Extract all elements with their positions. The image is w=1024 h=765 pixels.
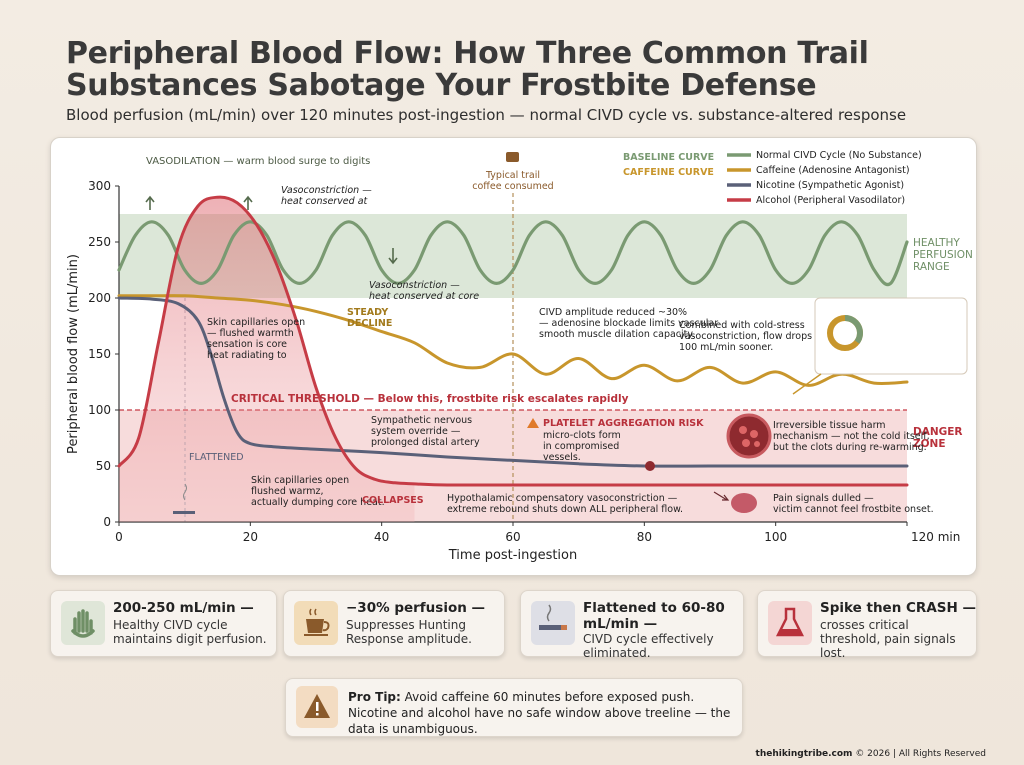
card-headline: Spike then CRASH — (820, 600, 976, 616)
x-tick-label: 80 (637, 530, 652, 544)
platelet-clot-icon (726, 413, 772, 459)
x-axis-label: Time post-ingestion (448, 548, 578, 563)
clot-marker-icon (645, 461, 655, 471)
reduced-perfusion-box (814, 297, 968, 375)
smoke-mini-icon (183, 483, 187, 501)
footer-credit: thehikingtribe.com © 2026 | All Rights R… (756, 749, 986, 759)
skin-cap-1-annotation: Skin capillaries open — flushed warmth sen… (207, 317, 305, 361)
card-headline: −30% perfusion — (346, 600, 486, 616)
brain-icon (731, 493, 757, 513)
x-tick-label: 120 min (911, 530, 960, 544)
flask-icon (768, 601, 812, 645)
up-arrow-icon (243, 195, 253, 210)
steady-decline-annotation: STEADY DECLINE (347, 307, 392, 329)
nicotine-card: Flattened to 60-80 mL/min — CIVD cycle e… (520, 590, 744, 660)
x-tick-label: 100 (764, 530, 787, 544)
chart-card: 0 20 40 60 80 100 120 min 0 50 100 150 200 250 300 Pe… (50, 137, 977, 576)
irreversible-annotation: Irreversible tissue harm mechanism — not … (773, 420, 930, 453)
vasoconstriction-mid-annotation: Vasoconstriction — heat conserved at core (369, 280, 479, 302)
legend-entry: Normal CIVD Cycle (No Substance) (756, 150, 922, 161)
critical-threshold-label: CRITICAL THRESHOLD — Below this, frostbi… (231, 393, 629, 405)
clot-cell-icon (739, 426, 747, 434)
caffeine-callout-tail (792, 373, 822, 395)
x-tick-label: 20 (243, 530, 258, 544)
normal-civd-card: 200-250 mL/min — Healthy CIVD cycle main… (50, 590, 277, 657)
card-body: crosses critical threshold, pain signals… (820, 618, 956, 660)
card-headline-line2: mL/min — (583, 616, 658, 632)
page-subtitle: Blood perfusion (mL/min) over 120 minute… (66, 106, 907, 124)
y-tick-label: 50 (96, 459, 111, 473)
card-body: CIVD cycle effectively eliminated. (583, 632, 714, 660)
vasoconstriction-top-annotation: Vasoconstriction — heat conserved at (281, 185, 372, 207)
x-tick-label: 60 (505, 530, 520, 544)
legend-entry: Nicotine (Sympathetic Agonist) (756, 180, 904, 191)
coffee-cup-icon (294, 601, 338, 645)
coffee-icon (506, 152, 519, 162)
cold-stress-annotation: Combined with cold-stress vasoconstrictio… (679, 320, 843, 353)
y-tick-label: 100 (88, 403, 111, 417)
alcohol-line (117, 195, 909, 487)
footer-site: thehikingtribe.com (755, 749, 853, 759)
legend-caffeine-curve-label: CAFFEINE CURVE (623, 167, 714, 178)
warning-triangle-icon (527, 418, 539, 428)
x-tick-label: 0 (115, 530, 123, 544)
legend: BASELINE CURVE CAFFEINE CURVE Normal CIV… (623, 150, 922, 206)
clot-cell-icon (754, 441, 760, 447)
page-title: Peripheral Blood Flow: How Three Common … (66, 36, 869, 103)
card-body: Healthy CIVD cycle maintains digit perfu… (113, 618, 267, 646)
danger-zone-label: DANGER ZONE (913, 426, 963, 450)
footer-rights: © 2026 | All Rights Reserved (855, 749, 986, 759)
alcohol-card: Spike then CRASH — crosses critical thre… (757, 590, 977, 660)
civd-reduced-annotation: CIVD amplitude reduced ~30% — adenosine b… (539, 307, 718, 340)
pro-tip-label: Pro Tip: (348, 690, 401, 704)
normal-civd-line (117, 220, 909, 287)
up-arrow-icon (145, 195, 155, 210)
warning-icon (296, 686, 338, 728)
coffee-marker-label: Typical trail coffee consumed (472, 170, 553, 192)
caffeine-line (117, 294, 909, 387)
pro-tip-box: Pro Tip: Avoid caffeine 60 minutes befor… (285, 678, 743, 737)
pain-annotation: Pain signals dulled — victim cannot feel … (773, 493, 934, 515)
pro-tip-body: Avoid caffeine 60 minutes before exposed… (348, 690, 731, 736)
collapses-annotation: COLLAPSES (362, 495, 424, 506)
y-axis-label: Peripheral blood flow (mL/min) (66, 254, 81, 454)
healthy-range-label: HEALTHY PERFUSION RANGE (913, 237, 973, 273)
card-body: Suppresses Hunting Response amplitude. (346, 618, 472, 646)
vasodilation-annotation: VASODILATION — warm blood surge to digit… (146, 156, 370, 167)
y-tick-label: 200 (88, 291, 111, 305)
legend-entry: Caffeine (Adenosine Antagonist) (756, 165, 910, 176)
y-tick-label: 250 (88, 235, 111, 249)
card-headline: Flattened to 60-80 mL/min — (583, 600, 725, 632)
skin-cap-2-annotation: Skin capillaries open flushed warmz, actua… (251, 475, 385, 508)
y-tick-label: 0 (103, 515, 111, 529)
sympathetic-annotation: Sympathetic nervous system override — prol… (371, 415, 480, 448)
y-tick-label: 150 (88, 347, 111, 361)
down-arrow-icon (388, 248, 398, 265)
legend-entry: Alcohol (Peripheral Vasodilator) (756, 195, 905, 206)
brain-arrow-icon (713, 491, 730, 501)
platelet-body-annotation: micro-clots form in compromised vessels. (543, 430, 621, 463)
hand-icon (61, 601, 105, 645)
cigarette-mini-icon (173, 511, 195, 514)
card-headline: 200-250 mL/min — (113, 600, 254, 616)
platelet-title-annotation: PLATELET AGGREGATION RISK (543, 418, 704, 429)
perfusion-chart: 0 20 40 60 80 100 120 min 0 50 100 150 200 250 300 Pe… (66, 150, 973, 563)
legend-baseline-curve-label: BASELINE CURVE (623, 152, 714, 163)
flattened-annotation: FLATTENED (189, 452, 244, 463)
nicotine-line (117, 296, 909, 468)
clot-cell-icon (742, 439, 750, 447)
pro-tip-text: Pro Tip: Avoid caffeine 60 minutes befor… (348, 689, 733, 737)
x-tick-label: 40 (374, 530, 389, 544)
y-tick-label: 300 (88, 179, 111, 193)
caffeine-card: −30% perfusion — Suppresses Hunting Resp… (283, 590, 505, 657)
perfusion-ring-green-arc (844, 315, 863, 344)
clot-cell-icon (750, 430, 758, 438)
hypothalamic-annotation: Hypothalamic compensatory vasoconstricti… (447, 493, 683, 515)
cigarette-icon (531, 601, 575, 645)
card-headline-line1: Flattened to 60-80 (583, 600, 725, 616)
